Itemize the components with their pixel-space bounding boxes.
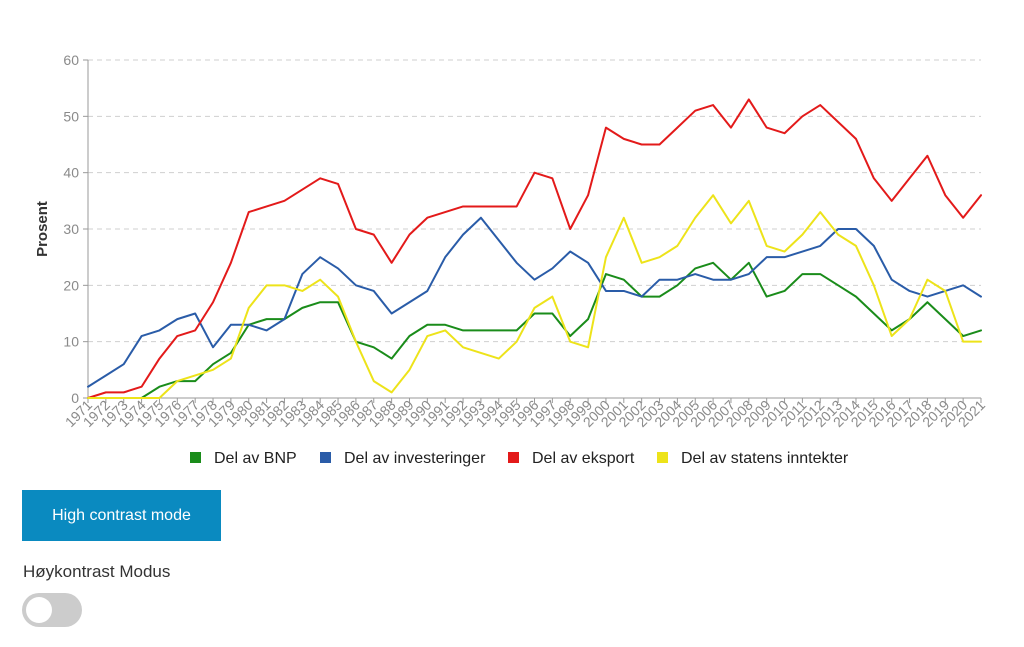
legend-item: Del av statens inntekter <box>657 450 849 467</box>
series-lines <box>87 98 982 399</box>
grid-lines <box>88 59 981 343</box>
y-axis-label: Prosent <box>34 201 51 257</box>
y-tick-label: 50 <box>63 108 79 124</box>
legend-swatch <box>320 452 331 463</box>
series-line-del-av-investeringer <box>87 216 982 388</box>
series-line-del-av-statens-inntekter <box>87 194 982 399</box>
high-contrast-toggle[interactable] <box>22 593 82 627</box>
y-tick-label: 10 <box>63 334 79 350</box>
legend-item: Del av eksport <box>508 450 635 467</box>
toggle-knob <box>26 597 52 623</box>
legend-label: Del av BNP <box>214 450 297 467</box>
y-tick-label: 60 <box>63 52 79 68</box>
y-tick-label: 40 <box>63 165 79 181</box>
legend-item: Del av investeringer <box>320 450 486 467</box>
legend-label: Del av investeringer <box>344 450 486 467</box>
y-tick-label: 30 <box>63 221 79 237</box>
legend-swatch <box>508 452 519 463</box>
legend-item: Del av BNP <box>190 450 297 467</box>
legend: Del av BNP Del av investeringer Del av eks… <box>190 450 849 467</box>
y-tick-label: 0 <box>71 390 79 406</box>
line-chart: 0102030405060197119721973197419751976197… <box>34 52 988 467</box>
toggle-label: Høykontrast Modus <box>23 562 171 581</box>
legend-label: Del av statens inntekter <box>681 450 849 467</box>
legend-swatch <box>190 452 201 463</box>
legend-label: Del av eksport <box>532 450 635 467</box>
legend-swatch <box>657 452 668 463</box>
series-line-del-av-eksport <box>87 98 982 399</box>
y-tick-label: 20 <box>63 277 79 293</box>
high-contrast-button[interactable]: High contrast mode <box>22 490 221 541</box>
